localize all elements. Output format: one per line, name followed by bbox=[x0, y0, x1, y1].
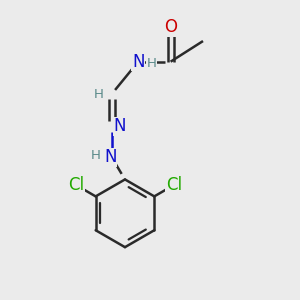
Text: H: H bbox=[91, 149, 100, 162]
Text: Cl: Cl bbox=[166, 176, 182, 194]
Text: N: N bbox=[114, 117, 126, 135]
Text: H: H bbox=[94, 88, 103, 100]
Text: N: N bbox=[104, 148, 116, 166]
Text: Cl: Cl bbox=[68, 176, 84, 194]
Text: H: H bbox=[146, 57, 156, 70]
Text: N: N bbox=[132, 53, 145, 71]
Text: O: O bbox=[164, 18, 177, 36]
